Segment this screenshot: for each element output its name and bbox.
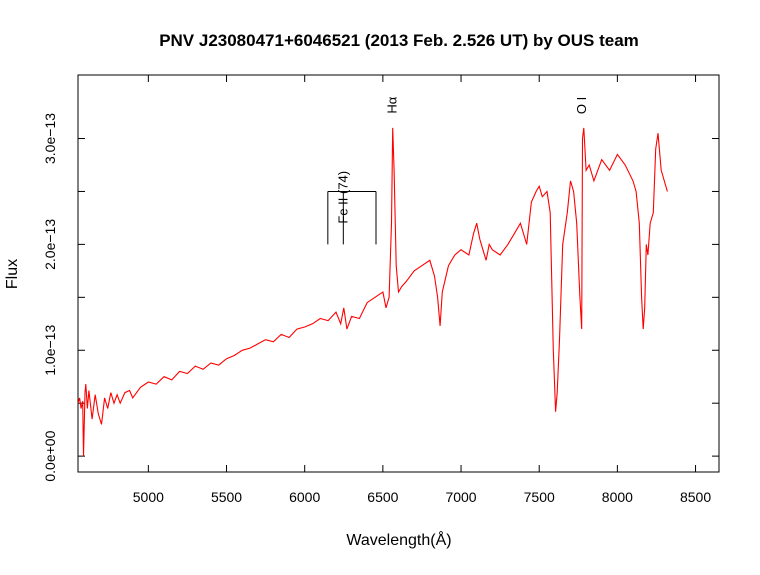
x-tick-label: 7500	[524, 489, 555, 505]
x-tick-label: 5500	[211, 489, 242, 505]
spectrum-line	[77, 127, 668, 457]
x-tick-label: 6500	[367, 489, 398, 505]
x-axis-ticks: 5000 5500 6000 6500 7000 7500 8000 8500	[133, 75, 711, 505]
y-tick-label: 3.0e−13	[42, 113, 58, 164]
plot-frame	[77, 74, 720, 473]
y-axis-label: Flux	[4, 259, 21, 289]
y-tick-label: 2.0e−13	[42, 219, 58, 270]
x-tick-label: 8000	[602, 489, 633, 505]
x-tick-label: 5000	[133, 489, 164, 505]
y-tick-label: 0.0e+00	[42, 430, 58, 481]
line-annotations: HαO IFe II (74)	[327, 96, 589, 245]
annotation-label: Hα	[385, 96, 400, 113]
x-tick-label: 7000	[445, 489, 476, 505]
chart-title: PNV J23080471+6046521 (2013 Feb. 2.526 U…	[159, 31, 639, 50]
y-axis-ticks: 0.0e+00 1.0e−13 2.0e−13 3.0e−13	[42, 113, 719, 482]
x-tick-label: 6000	[289, 489, 320, 505]
annotation-label: O I	[574, 97, 589, 114]
y-tick-label: 1.0e−13	[42, 325, 58, 376]
x-axis-label: Wavelength(Å)	[346, 530, 451, 549]
x-tick-label: 8500	[680, 489, 711, 505]
